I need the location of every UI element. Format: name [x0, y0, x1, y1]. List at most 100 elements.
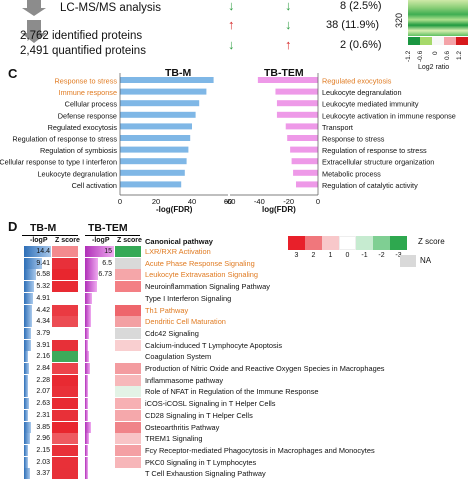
zscore-legend-swatch — [339, 236, 356, 250]
zscore-cell-tbm — [52, 292, 78, 304]
zscore-legend-swatch — [373, 236, 390, 250]
col-header-logp: -logP — [92, 237, 110, 244]
panel-letter-c: C — [8, 66, 18, 81]
category-label-tbm: Defense response — [58, 111, 117, 120]
legend-bar — [408, 37, 468, 45]
category-label-tbtem: Extracellular structure organization — [322, 158, 434, 167]
category-label-tbtem: Transport — [322, 123, 353, 132]
logp-value-tbm: 4.42 — [36, 306, 50, 314]
count-row-3: 2 (0.6%) — [340, 39, 382, 51]
zscore-legend-bar — [288, 236, 407, 250]
zscore-cell-tbm — [52, 444, 78, 456]
pathway-name: iCOS-iCOSL Signaling in T Helper Cells — [145, 399, 276, 409]
col-header-pathway: Canonical pathway — [145, 237, 213, 246]
legend-swatch — [420, 37, 432, 45]
logp-value-tbm: 4.91 — [36, 294, 50, 302]
pathway-name: Dendritic Cell Maturation — [145, 317, 226, 327]
pathway-name: Role of NFAT in Regulation of the Immune… — [145, 387, 319, 397]
zscore-cell-tbm — [52, 316, 78, 328]
tick-label-tbm: 0 — [118, 197, 122, 206]
go-bar-charts: Response to stress Immune response Cellula… — [0, 73, 456, 206]
na-swatch — [400, 255, 416, 267]
pathway-name: Fcy Receptor-mediated Phagocytosis in Ma… — [145, 445, 375, 455]
bar-tbm — [120, 169, 185, 176]
group-label-tbtem: TB-TEM — [88, 222, 128, 234]
zscore-cell-tbtem — [115, 246, 141, 258]
logp-bar-tbm — [24, 257, 42, 269]
logp-bar-tbtem — [85, 281, 97, 293]
logp-value-tbm: 14.4 — [36, 248, 50, 255]
pathway-table: 14.4 15 LXR/RXR Activation 9.41 6.5 Acute Pha… — [0, 246, 474, 479]
legend-swatch — [432, 37, 444, 45]
pathway-name: Osteoarthritis Pathway — [145, 422, 220, 432]
logp-bar-tbtem — [85, 456, 88, 468]
pathway-name: Type I Interferon Signaling — [145, 293, 232, 303]
regulation-arrow-icon: ↑ — [228, 17, 235, 32]
bar-tbtem — [285, 123, 318, 130]
pathway-name: Neuroinflammation Signaling Pathway — [145, 282, 270, 292]
zscore-legend-swatch — [390, 236, 407, 250]
zscore-cell-tbtem — [115, 339, 141, 351]
logp-value-tbtem: 6.5 — [102, 259, 112, 267]
logp-value-tbtem: 15 — [104, 248, 112, 255]
pathway-name: Acute Phase Response Signaling — [145, 258, 255, 268]
arrow-down-head-icon — [21, 33, 47, 43]
logp-bar-tbtem — [85, 421, 92, 433]
tick-label-tbm: 60 — [224, 197, 232, 206]
legend-swatch — [456, 37, 468, 45]
pathway-name: TREM1 Signaling — [145, 434, 203, 444]
col-header-zscore: Z score — [55, 237, 80, 244]
zscore-legend-swatch — [356, 236, 373, 250]
zscore-cell-tbtem — [115, 363, 141, 375]
bar-tbm — [120, 158, 187, 165]
logp-bar-tbtem — [85, 374, 89, 386]
bar-tbm — [120, 111, 196, 118]
logp-bar-tbm — [24, 444, 29, 456]
bar-tbtem — [293, 169, 318, 176]
tick-label-tbtem: -40 — [254, 197, 265, 206]
zscore-cell-tbm — [52, 398, 78, 410]
chart-title-tbtem: TB-TEM — [264, 67, 304, 79]
zscore-legend-tick: -3 — [395, 252, 402, 259]
logp-value-tbm: 2.63 — [36, 400, 50, 408]
zscore-cell-tbtem — [115, 386, 141, 398]
pathway-name: PKC0 Signaling in T Lymphocytes — [145, 457, 257, 467]
logp-bar-tbtem — [85, 327, 90, 339]
logp-bar-tbtem — [85, 246, 114, 258]
logp-bar-tbtem — [85, 339, 89, 351]
zscore-cell-tbtem — [115, 444, 141, 456]
logp-bar-tbm — [24, 386, 28, 398]
logp-value-tbm: 5.32 — [36, 283, 50, 291]
regulation-arrow-icon: ↓ — [228, 37, 235, 52]
group-underline — [22, 235, 78, 236]
logp-cell-tbtem — [85, 409, 116, 421]
zscore-cell-tbm — [52, 269, 78, 281]
zscore-cell-tbtem — [115, 292, 141, 304]
zscore-legend: 3 2 1 0 -1 -2 -3 — [288, 236, 407, 259]
bar-tbm — [120, 146, 189, 153]
category-label-tbtem: Regulated exocytosis — [322, 77, 392, 86]
logp-value-tbm: 2.16 — [36, 353, 50, 361]
zscore-cell-tbm — [52, 386, 78, 398]
logp-value-tbm: 6.58 — [36, 271, 50, 279]
bar-tbtem — [291, 158, 318, 165]
logp-value-tbm: 3.79 — [36, 329, 50, 337]
category-label-tbtem: Response to stress — [322, 135, 385, 144]
logp-value-tbm: 2.15 — [36, 446, 50, 454]
chart-title-tbm: TB-M — [165, 67, 192, 79]
logp-bar-tbtem — [85, 351, 90, 363]
logp-value-tbm: 3.91 — [36, 341, 50, 349]
logp-cell-tbtem — [85, 433, 116, 445]
logp-bar-tbm — [24, 269, 37, 281]
pathway-name: Calcium-induced T Lymphocyte Apoptosis — [145, 340, 283, 350]
tick-label-tbtem: -60 — [225, 197, 236, 206]
logp-bar-tbtem — [85, 444, 89, 456]
logp-bar-tbtem — [85, 409, 88, 421]
bar-tbtem — [290, 146, 318, 153]
logp-cell-tbtem — [85, 456, 116, 468]
logp-bar-tbm — [24, 304, 33, 316]
logp-bar-tbtem — [85, 316, 91, 328]
bar-tbtem — [257, 77, 318, 83]
zscore-cell-tbm — [52, 327, 78, 339]
category-label-tbtem: Metabolic process — [322, 169, 381, 178]
